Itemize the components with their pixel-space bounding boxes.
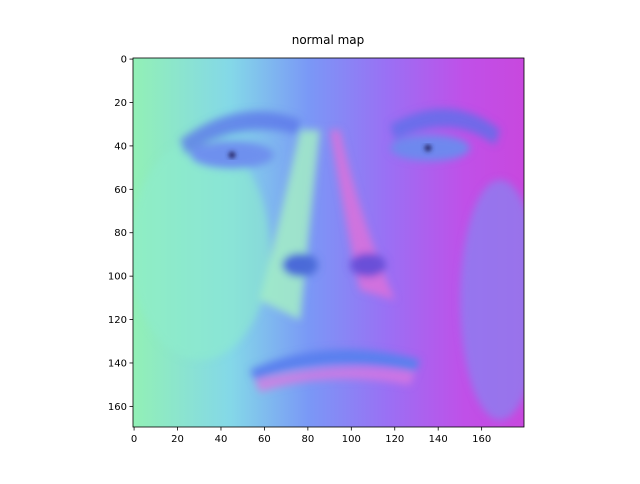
x-tick-label: 40 [215, 434, 228, 445]
x-tick-label: 120 [385, 434, 404, 445]
y-tick-label: 60 [114, 185, 127, 196]
image [133, 58, 524, 427]
axes-frame [132, 57, 525, 428]
y-tick-label: 20 [114, 98, 127, 109]
x-tick-label: 100 [342, 434, 361, 445]
x-tick-label: 0 [131, 434, 137, 445]
x-tick-label: 80 [301, 434, 314, 445]
y-tick-label: 100 [108, 272, 127, 283]
y-tick-label: 140 [108, 358, 127, 369]
x-tick-label: 160 [472, 434, 491, 445]
x-tick-label: 140 [429, 434, 448, 445]
y-tick-label: 80 [114, 228, 127, 239]
y-tick-label: 0 [121, 55, 127, 66]
y-tick-label: 40 [114, 141, 127, 152]
y-tick-label: 160 [108, 402, 127, 413]
x-tick-label: 60 [258, 434, 271, 445]
chart-title: normal map [292, 33, 365, 47]
x-tick-label: 20 [171, 434, 184, 445]
y-tick-label: 120 [108, 315, 127, 326]
